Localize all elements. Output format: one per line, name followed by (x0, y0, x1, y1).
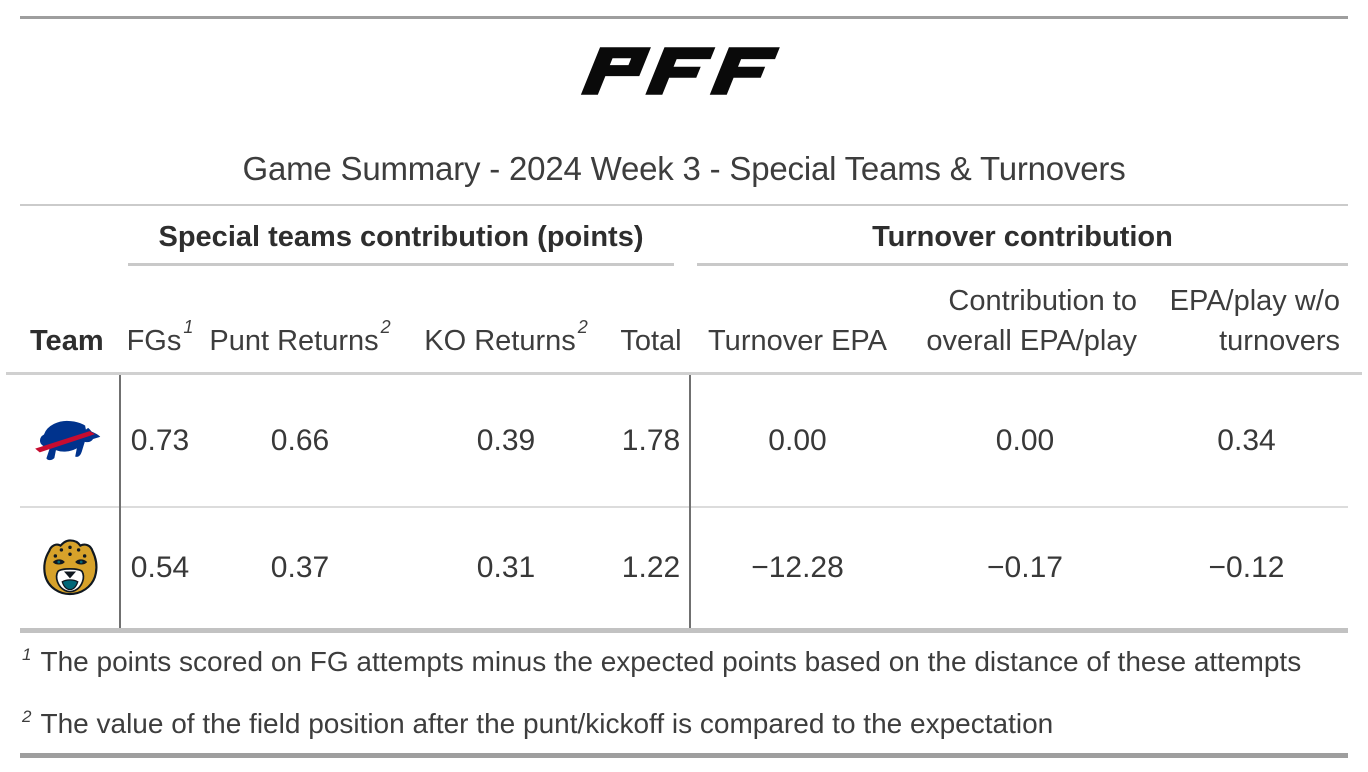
pff-logo (578, 44, 790, 103)
table-bottom-divider (20, 628, 1348, 633)
ko-returns-footnote-marker: 2 (577, 317, 588, 337)
top-divider (20, 16, 1348, 19)
cell-turnover-epa: −12.28 (751, 551, 844, 584)
column-header-row: Team FGs 1 Punt Returns 2 KO Returns 2 Tota… (20, 266, 1348, 372)
fgs-footnote-marker: 1 (183, 317, 194, 337)
cell-epa-wo-turnovers: −0.12 (1208, 551, 1285, 584)
cell-fgs: 0.54 (130, 551, 190, 584)
team-column-divider (119, 375, 121, 628)
pff-logo-icon (580, 47, 780, 95)
group-header-special-teams: Special teams contribution (points) (128, 210, 674, 266)
bills-logo (20, 375, 120, 506)
table-row-jaguars: 0.54 0.37 0.31 1.22 −12.28 −0.17 −0.12 (20, 508, 1348, 628)
cell-ko-returns: 0.31 (476, 551, 536, 584)
header-underline (6, 372, 1362, 375)
table-row-bills: 0.73 0.66 0.39 1.78 0.00 0.00 0.34 (20, 375, 1348, 508)
col-header-punt-returns: Punt Returns 2 (200, 266, 400, 372)
footnote-2-text: The value of the field position after th… (40, 708, 1054, 739)
cell-ko-returns: 0.39 (476, 423, 536, 457)
col-header-team: Team (30, 325, 104, 357)
col-header-ko-returns: KO Returns 2 (400, 266, 612, 372)
cell-punt-returns: 0.66 (270, 423, 330, 457)
col-header-fgs: FGs 1 (120, 266, 200, 372)
cell-turnover-epa: 0.00 (768, 423, 827, 457)
footnote-1-marker: 1 (22, 645, 32, 664)
group-column-divider (689, 375, 691, 628)
page-title: Game Summary - 2024 Week 3 - Special Tea… (242, 150, 1126, 187)
group-header-turnover: Turnover contribution (697, 210, 1348, 266)
page-bottom-divider (20, 753, 1348, 758)
jaguars-logo (20, 508, 120, 628)
punt-returns-footnote-marker: 2 (380, 317, 391, 337)
col-header-epa-wo-turnovers: EPA/play w/o turnovers (1169, 285, 1340, 357)
summary-table: Special teams contribution (points) Turn… (6, 210, 1362, 633)
col-header-contribution-overall-epa: Contribution to overall EPA/play (926, 285, 1137, 357)
cell-epa-wo-turnovers: 0.34 (1217, 423, 1276, 457)
cell-contribution: −0.17 (987, 551, 1063, 584)
jaguars-logo-icon (43, 539, 98, 596)
footnote-2-marker: 2 (22, 707, 32, 726)
cell-total: 1.78 (621, 423, 681, 457)
bills-logo-icon (35, 419, 102, 461)
title-divider (20, 204, 1348, 206)
footnote-1-text: The points scored on FG attempts minus t… (40, 646, 1302, 677)
cell-total: 1.22 (621, 551, 681, 584)
group-header-row: Special teams contribution (points) Turn… (20, 210, 1348, 266)
col-header-turnover-epa: Turnover EPA (708, 325, 887, 357)
cell-fgs: 0.73 (130, 423, 190, 457)
footnote-1: 1 The points scored on FG attempts minus … (22, 645, 1352, 678)
cell-contribution: 0.00 (995, 423, 1055, 457)
col-header-total: Total (620, 325, 682, 357)
footnote-2: 2 The value of the field position after t… (22, 707, 1352, 740)
cell-punt-returns: 0.37 (270, 551, 330, 584)
